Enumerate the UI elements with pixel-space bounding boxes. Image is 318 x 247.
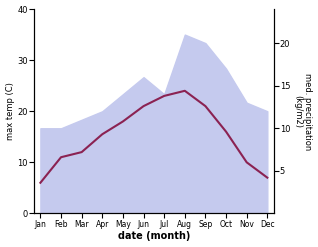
Y-axis label: med. precipitation
(kg/m2): med. precipitation (kg/m2)	[293, 73, 313, 150]
X-axis label: date (month): date (month)	[118, 231, 190, 242]
Y-axis label: max temp (C): max temp (C)	[5, 82, 15, 140]
